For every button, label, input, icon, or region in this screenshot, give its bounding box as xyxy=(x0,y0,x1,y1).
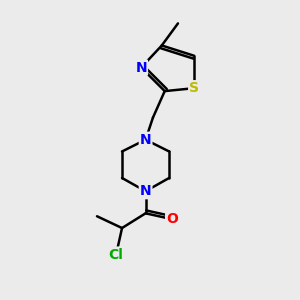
Text: N: N xyxy=(140,133,152,147)
Text: N: N xyxy=(135,61,147,75)
Text: N: N xyxy=(140,184,152,198)
Text: Cl: Cl xyxy=(109,248,124,262)
Text: S: S xyxy=(189,81,199,95)
Text: O: O xyxy=(166,212,178,226)
